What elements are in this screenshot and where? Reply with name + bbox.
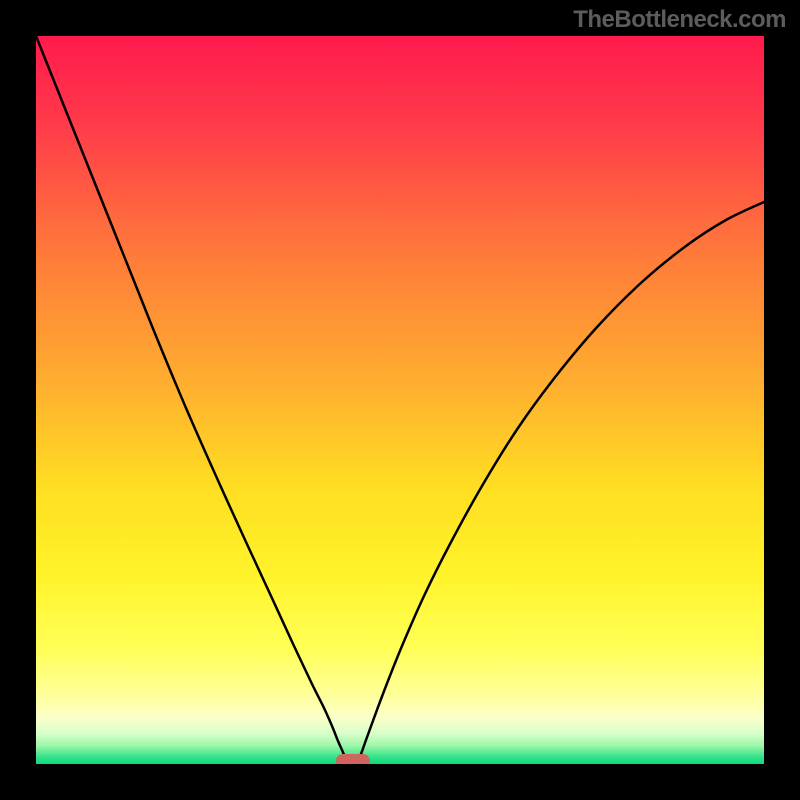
watermark-text: TheBottleneck.com bbox=[573, 6, 786, 34]
curve-left-branch bbox=[36, 36, 346, 760]
bottleneck-curve bbox=[36, 36, 764, 764]
chart-container: TheBottleneck.com bbox=[0, 0, 800, 800]
plot-area bbox=[36, 36, 764, 764]
target-marker bbox=[336, 754, 370, 764]
curve-right-branch bbox=[358, 202, 764, 760]
